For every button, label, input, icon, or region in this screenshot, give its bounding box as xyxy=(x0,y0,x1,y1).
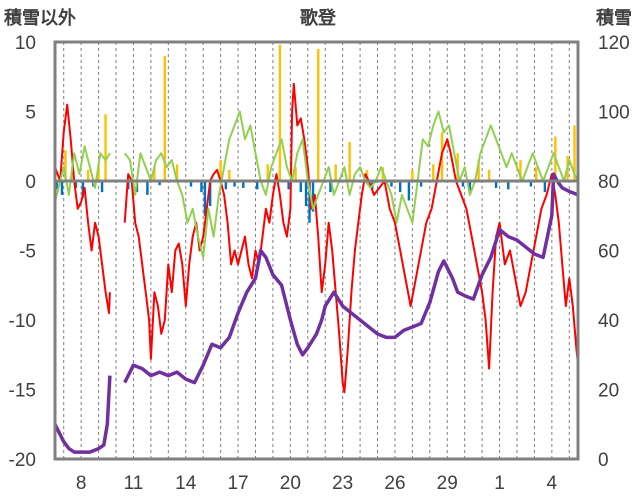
snowfall-bar-28 xyxy=(573,125,576,181)
snowfall-bar-6 xyxy=(163,55,167,181)
left-tick-label--15: -15 xyxy=(9,381,36,402)
snow_decrease-bar-10 xyxy=(189,181,193,187)
x-tick-label-1: 1 xyxy=(494,473,505,494)
right-tick-label-40: 40 xyxy=(598,311,619,332)
snow_decrease-bar-22 xyxy=(311,181,315,212)
snow_decrease-bar-30 xyxy=(468,181,472,191)
x-tick-label-11: 11 xyxy=(124,473,144,494)
snow_decrease-bar-16 xyxy=(242,181,245,188)
snow_decrease-bar-12 xyxy=(203,181,207,216)
right-tick-label-20: 20 xyxy=(598,381,619,402)
snow_decrease-bar-18 xyxy=(287,181,290,190)
snowfall-bar-15 xyxy=(348,142,351,181)
snow_decrease-bar-31 xyxy=(494,181,498,188)
snowfall-bar-14 xyxy=(334,164,337,181)
snow_decrease-bar-33 xyxy=(529,181,533,187)
left-tick-label--20: -20 xyxy=(9,450,36,471)
left-tick-label-5: 5 xyxy=(25,103,36,124)
right-tick-label-0: 0 xyxy=(598,450,609,471)
temperature-line-segment-0 xyxy=(54,103,111,315)
snow_decrease-bar-20 xyxy=(304,181,308,207)
snowfall-bar-25 xyxy=(534,167,538,181)
temperature-line-segment-1 xyxy=(123,82,579,394)
snowfall-bar-9 xyxy=(228,169,231,181)
snowfall-bar-24 xyxy=(519,160,522,181)
x-tick-label-17: 17 xyxy=(227,473,248,494)
snowfall-bar-18 xyxy=(411,169,414,181)
line-series-group xyxy=(53,82,579,454)
snowfall-bar-2 xyxy=(86,169,90,181)
snow_decrease-bar-13 xyxy=(208,181,212,207)
snow_decrease-bar-25 xyxy=(390,181,393,187)
snow_decrease-bar-9 xyxy=(158,181,161,186)
snowfall-bar-11 xyxy=(278,44,282,181)
snow_decrease-bar-1 xyxy=(60,181,64,195)
x-tick-label-29: 29 xyxy=(437,473,458,494)
snow_decrease-bar-28 xyxy=(419,181,423,187)
snowfall-bar-12 xyxy=(294,167,297,181)
snow_decrease-bar-26 xyxy=(398,181,402,193)
x-tick-label-26: 26 xyxy=(384,473,405,494)
snow_decrease-bar-5 xyxy=(100,181,104,193)
snowfall-bar-10 xyxy=(266,164,269,181)
snowfall-bar-7 xyxy=(175,164,179,181)
x-tick-label-20: 20 xyxy=(280,473,301,494)
temp_change-line-segment-1 xyxy=(123,110,579,259)
snow_decrease-bar-29 xyxy=(461,181,465,187)
snow_decrease-bar-2 xyxy=(74,181,78,188)
x-tick-label-14: 14 xyxy=(175,473,197,494)
snowfall-bar-13 xyxy=(317,48,320,182)
snow_decrease-bar-21 xyxy=(308,181,311,223)
snow_decrease-bar-23 xyxy=(329,181,332,193)
right-axis-title: 積雪 xyxy=(595,7,632,28)
temp_change-line-segment-0 xyxy=(54,145,111,203)
snow_decrease-bar-11 xyxy=(200,181,203,193)
plot-frame xyxy=(53,40,580,461)
left-tick-label--5: -5 xyxy=(19,242,36,263)
snow_depth-line-segment-0 xyxy=(53,375,112,454)
snow_decrease-bar-0 xyxy=(55,181,58,190)
snow_depth-line-segment-1 xyxy=(123,172,579,385)
snowfall-bar-8 xyxy=(219,160,222,181)
snow_decrease-bar-32 xyxy=(507,181,510,190)
x-tick-label-8: 8 xyxy=(76,473,87,494)
right-tick-label-80: 80 xyxy=(598,172,619,193)
x-tick-label-4: 4 xyxy=(547,473,558,494)
chart-title: 歌登 xyxy=(300,7,337,28)
snowfall-bar-19 xyxy=(432,164,435,181)
left-tick-label--10: -10 xyxy=(9,311,36,332)
snow_decrease-bar-17 xyxy=(256,181,259,190)
snow_decrease-bar-19 xyxy=(299,181,303,193)
left-tick-label-0: 0 xyxy=(25,172,36,193)
snow_decrease-bar-27 xyxy=(407,181,411,201)
snowfall-bar-3 xyxy=(97,164,100,181)
snow_decrease-bar-3 xyxy=(81,181,85,198)
right-tick-label-120: 120 xyxy=(598,33,630,54)
snow_decrease-bar-15 xyxy=(233,181,236,187)
right-tick-label-100: 100 xyxy=(598,103,630,124)
left-axis-title: 積雪以外 xyxy=(3,7,76,28)
snowfall-bar-22 xyxy=(477,160,480,181)
snowfall-bar-4 xyxy=(104,114,107,181)
x-tick-label-23: 23 xyxy=(332,473,353,494)
snowfall-bar-0 xyxy=(64,150,67,181)
right-tick-label-60: 60 xyxy=(598,242,619,263)
left-tick-label-10: 10 xyxy=(15,33,36,54)
snowfall-bar-23 xyxy=(487,169,491,181)
snow_decrease-bar-8 xyxy=(146,181,149,195)
snowfall-bar-5 xyxy=(153,167,156,181)
snow_decrease-bar-34 xyxy=(543,181,547,193)
snow_decrease-bar-14 xyxy=(224,181,228,190)
